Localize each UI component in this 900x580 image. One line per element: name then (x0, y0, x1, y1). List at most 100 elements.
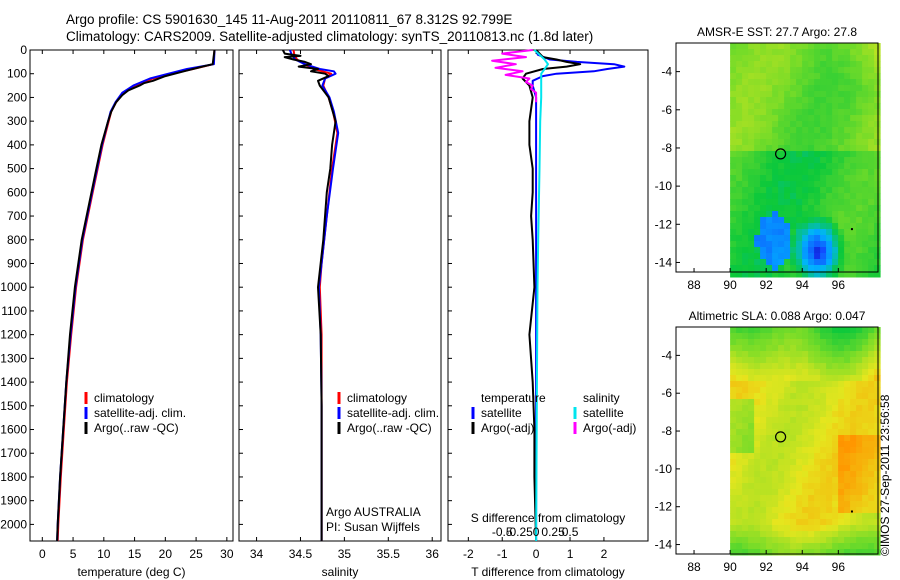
diff-salinity-legend-header: salinity (583, 391, 620, 405)
sst-map-cell (862, 139, 869, 146)
sst-map-cell (784, 61, 791, 68)
sst-map-cell (748, 265, 755, 272)
sst-map-cell (838, 265, 845, 272)
sla-map-cell (736, 387, 743, 394)
sla-map-cell (856, 537, 863, 544)
sla-map-cell (766, 513, 773, 520)
sst-map-cell (844, 115, 851, 122)
sst-map-cell (742, 43, 749, 50)
sla-map-cell (766, 447, 773, 454)
sst-map-cell (808, 67, 815, 74)
sla-map-cell (778, 393, 785, 400)
sla-map-cell (784, 543, 791, 550)
sla-map-cell (832, 519, 839, 526)
sla-map-cell (730, 381, 737, 388)
sst-map-cell (766, 139, 773, 146)
sla-map-cell (742, 543, 749, 550)
sst-map-cell (862, 151, 869, 158)
sla-map-cell (754, 459, 761, 466)
sla-map-cell (760, 339, 767, 346)
sla-map-cell (814, 411, 821, 418)
sst-map-cell (814, 187, 821, 194)
sst-map-cell (748, 157, 755, 164)
sst-map-cell (754, 169, 761, 176)
sla-map-cell (754, 357, 761, 364)
sst-map-cell (754, 259, 761, 266)
sla-map-xtick-label: 92 (759, 560, 773, 574)
sla-map-cell (772, 351, 779, 358)
sla-map-cell (844, 387, 851, 394)
sst-map-cell (868, 175, 875, 182)
sla-map-cell (808, 513, 815, 520)
sla-map-cell (772, 327, 779, 334)
sla-map-cell (820, 483, 827, 490)
sst-map-cell (766, 211, 773, 218)
sst-map-cell (808, 55, 815, 62)
sla-map-cell (802, 333, 809, 340)
sla-map-cell (808, 339, 815, 346)
sla-map-cell (802, 441, 809, 448)
sla-map-cell (832, 507, 839, 514)
sst-map-cell (766, 205, 773, 212)
sla-map-cell (820, 357, 827, 364)
sla-map-cell (814, 387, 821, 394)
sla-map-cell (754, 327, 761, 334)
sst-map-cell (862, 205, 869, 212)
sla-map-cell (808, 549, 815, 556)
sst-map-cell (778, 91, 785, 98)
sla-map-cell (730, 387, 737, 394)
sla-map-cell (784, 333, 791, 340)
sst-map-cell (766, 175, 773, 182)
sla-map-cell (736, 417, 743, 424)
sst-map-cell (874, 127, 881, 134)
sla-map-cell (862, 381, 869, 388)
sst-map-cell (760, 139, 767, 146)
sst-map-cell (868, 163, 875, 170)
sst-map-cell (832, 181, 839, 188)
sst-map-cell (754, 85, 761, 92)
sst-map-cell (766, 79, 773, 86)
sst-map-argo-marker (775, 148, 787, 160)
sst-map-cell (844, 211, 851, 218)
sla-map-cell (802, 489, 809, 496)
sst-map-cell (796, 205, 803, 212)
sla-map-cell (808, 471, 815, 478)
sst-map-cell (748, 91, 755, 98)
sla-map-cell (766, 483, 773, 490)
sst-map-cell (760, 91, 767, 98)
sla-map-cell (826, 465, 833, 472)
sst-map-cell (856, 157, 863, 164)
salinity-series-0 (292, 49, 339, 541)
sla-map-cell (868, 453, 875, 460)
sla-map-cell (748, 459, 755, 466)
sst-map-cell (790, 163, 797, 170)
sst-map-cell (832, 235, 839, 242)
sst-map-cell (850, 187, 857, 194)
sla-map-cell (766, 489, 773, 496)
sst-map-cell (790, 97, 797, 104)
sst-map-cell (862, 169, 869, 176)
sla-map-cell (730, 501, 737, 508)
sla-map-cell (742, 453, 749, 460)
sla-map-cell (760, 531, 767, 538)
sla-map-cell (754, 393, 761, 400)
sla-map-cell (772, 453, 779, 460)
sst-map-cell (838, 67, 845, 74)
sla-map-cell (838, 369, 845, 376)
sla-map-cell (796, 483, 803, 490)
sla-map-cell (772, 483, 779, 490)
sla-map-cell (808, 399, 815, 406)
sla-map-cell (832, 471, 839, 478)
sst-map-cell (778, 61, 785, 68)
sla-map-cell (808, 357, 815, 364)
sla-map-cell (766, 417, 773, 424)
sla-map-cell (868, 495, 875, 502)
sla-map-cell (802, 417, 809, 424)
sst-map-cell (784, 109, 791, 116)
temperature-legend-label: Argo(..raw -QC) (94, 421, 179, 435)
sla-map-cell (820, 441, 827, 448)
sst-map-cell (736, 151, 743, 158)
sst-map-cell (748, 127, 755, 134)
sst-map-cell (760, 151, 767, 158)
